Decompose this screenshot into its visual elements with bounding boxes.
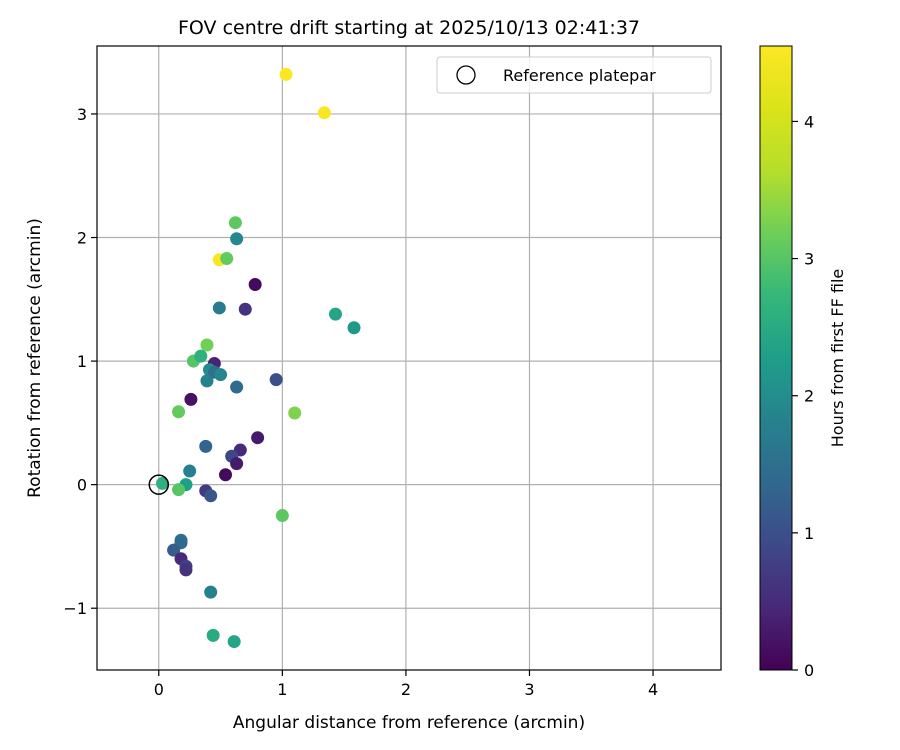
data-point — [227, 635, 241, 649]
data-point — [194, 349, 208, 363]
legend: Reference platepar — [436, 56, 712, 94]
data-point — [230, 457, 244, 471]
y-tick-label: 0 — [77, 476, 87, 495]
y-axis-ticks: −1 0 1 2 3 — [63, 105, 97, 618]
data-point — [248, 277, 262, 291]
data-point — [167, 543, 181, 557]
data-point — [275, 509, 289, 523]
data-point — [238, 302, 252, 316]
data-point — [184, 392, 198, 406]
colorbar-tick-label: 2 — [804, 387, 814, 406]
data-point — [328, 307, 342, 321]
x-tick-label: 2 — [401, 680, 411, 699]
colorbar: 0 1 2 3 4 Hours from first FF file — [759, 45, 847, 680]
data-point — [179, 563, 193, 577]
chart-title: FOV centre drift starting at 2025/10/13 … — [178, 17, 640, 39]
reference-marker-layer — [148, 474, 170, 495]
y-tick-label: 1 — [77, 352, 87, 371]
data-point — [172, 405, 186, 419]
colorbar-tick-label: 3 — [804, 250, 814, 269]
x-tick-label: 0 — [154, 680, 164, 699]
data-point — [220, 252, 234, 266]
data-point — [219, 468, 233, 482]
data-point — [200, 338, 214, 352]
colorbar-gradient — [759, 45, 793, 671]
plot-frame — [96, 45, 722, 671]
colorbar-tick-label: 0 — [804, 661, 814, 680]
data-point — [230, 380, 244, 394]
legend-box — [436, 56, 712, 94]
colorbar-label: Hours from first FF file — [828, 269, 847, 448]
data-point — [212, 301, 226, 315]
x-tick-label: 3 — [524, 680, 534, 699]
x-tick-label: 4 — [648, 680, 658, 699]
legend-marker-icon — [456, 65, 476, 85]
data-point — [206, 628, 220, 642]
data-point — [228, 216, 242, 230]
data-point — [317, 106, 331, 120]
gridlines — [97, 46, 721, 670]
data-points — [155, 67, 361, 649]
x-axis-ticks: 0 1 2 3 4 — [154, 670, 658, 699]
data-point — [230, 232, 244, 246]
colorbar-tick-label: 1 — [804, 524, 814, 543]
data-point — [172, 483, 186, 497]
y-axis-label: Rotation from reference (arcmin) — [25, 218, 45, 498]
data-point — [279, 67, 293, 81]
x-axis-label: Angular distance from reference (arcmin) — [233, 713, 585, 733]
data-point — [200, 374, 214, 388]
y-tick-label: 3 — [77, 105, 87, 124]
data-point — [347, 321, 361, 335]
data-point — [155, 476, 169, 490]
data-point — [199, 439, 213, 453]
colorbar-tick-label: 4 — [804, 112, 814, 131]
y-tick-label: 2 — [77, 229, 87, 248]
data-point — [183, 464, 197, 478]
data-point — [269, 373, 283, 387]
data-point — [214, 368, 228, 382]
x-tick-label: 1 — [277, 680, 287, 699]
data-point — [251, 431, 265, 445]
reference-platepar-marker — [148, 474, 170, 495]
colorbar-ticks: 0 1 2 3 4 — [792, 112, 814, 680]
y-tick-label: −1 — [63, 599, 87, 618]
data-point — [288, 406, 302, 420]
legend-label: Reference platepar — [503, 66, 656, 85]
data-point — [204, 489, 218, 503]
data-point — [204, 585, 218, 599]
